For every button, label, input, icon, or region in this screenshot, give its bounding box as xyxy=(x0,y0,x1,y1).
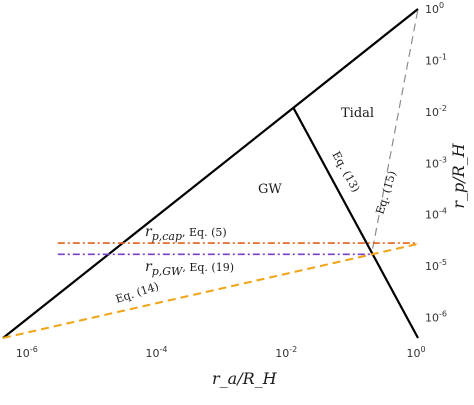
y-tick-label-3: 10-3 xyxy=(425,155,447,170)
y-tick-label-0: 10-6 xyxy=(425,310,447,325)
rp-cap-comma: , xyxy=(182,226,189,239)
annotation-eq13: Eq. (13) xyxy=(329,149,362,194)
series-line-0 xyxy=(2,8,419,339)
annotation-eq15: Eq. (15) xyxy=(373,169,398,216)
rp-gw-subscript: p,GW xyxy=(152,265,184,278)
rp-gw-comma: , xyxy=(182,261,189,274)
y-tick-label-2: 10-4 xyxy=(425,207,447,222)
rp-gw-eq: Eq. (19) xyxy=(189,261,234,274)
series-line-3 xyxy=(372,8,419,249)
annotation-eq14: Eq. (14) xyxy=(114,280,160,306)
y-tick-label-1: 10-5 xyxy=(425,258,447,273)
annotation-rp-cap: rp,cap, Eq. (5) xyxy=(145,224,227,243)
x-axis-label: r_a/R_H xyxy=(212,369,278,388)
y-axis-label: r_p/R_H xyxy=(449,142,468,208)
region-label-gw: GW xyxy=(258,182,282,197)
y-tick-label-5: 10-1 xyxy=(425,52,447,67)
y-tick-label-4: 10-2 xyxy=(425,104,447,119)
tick-layer: 10-6 10-4 10-2 100 10-6 10-5 10-4 10-3 10-2 10-1 1… xyxy=(16,1,447,360)
x-tick-label-2: 10-2 xyxy=(275,345,297,360)
annotation-rp-gw: rp,GW, Eq. (19) xyxy=(145,259,234,278)
rp-cap-eq: Eq. (5) xyxy=(189,226,227,239)
y-tick-label-6: 100 xyxy=(425,1,444,16)
rp-gw-symbol: r xyxy=(145,259,153,275)
region-label-tidal: Tidal xyxy=(341,106,374,121)
series-layer xyxy=(2,8,419,339)
x-tick-label-0: 10-6 xyxy=(16,345,38,360)
x-tick-label-1: 10-4 xyxy=(146,345,168,360)
rp-cap-symbol: r xyxy=(145,224,153,240)
x-tick-label-3: 100 xyxy=(406,345,425,360)
series-line-2 xyxy=(2,242,419,339)
rp-cap-subscript: p,cap xyxy=(152,230,182,243)
series-line-1 xyxy=(292,107,419,339)
